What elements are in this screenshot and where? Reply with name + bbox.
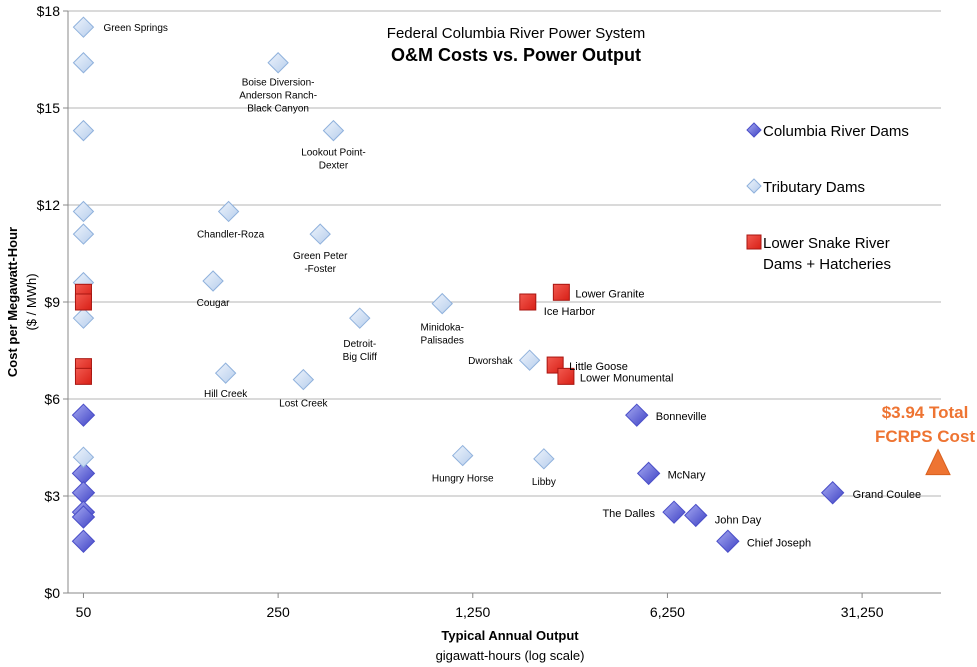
y-axis-sublabel: ($ / MWh) — [24, 273, 39, 330]
data-point — [309, 223, 331, 245]
point-label: Chief Joseph — [747, 537, 811, 549]
data-point — [292, 368, 315, 391]
legend-marker — [746, 234, 762, 250]
y-axis-label: Cost per Megawatt-Hour — [5, 227, 20, 377]
point-label: Detroit-Big Cliff — [343, 339, 377, 363]
y-tick-label: $0 — [44, 585, 60, 601]
data-point — [217, 200, 240, 223]
data-point — [74, 293, 92, 311]
total-cost-annotation: $3.94 Total FCRPS Cost — [875, 403, 975, 476]
data-point — [71, 529, 96, 553]
y-tick-label: $12 — [37, 197, 61, 213]
total-cost-marker — [925, 448, 951, 476]
point-label: The Dalles — [602, 508, 655, 520]
point-label: Cougar — [197, 298, 230, 309]
point-label: Little Goose — [569, 361, 628, 373]
point-label: Green Peter -Foster — [293, 251, 348, 275]
x-tick-label: 1,250 — [455, 604, 490, 620]
point-label: Hungry Horse — [432, 474, 494, 485]
data-point — [202, 270, 224, 292]
series-1 — [72, 16, 555, 470]
data-point — [451, 444, 474, 467]
x-axis-label: Typical Annual Output — [441, 628, 579, 643]
x-tick-label: 31,250 — [841, 604, 884, 620]
y-tick-label: $15 — [37, 100, 61, 116]
x-tick-label: 50 — [76, 604, 92, 620]
data-point — [322, 119, 345, 142]
legend-label: Columbia River Dams — [763, 123, 909, 140]
data-point — [72, 119, 95, 142]
y-tick-labels: $0 $3 $6 $9 $12 $15 $18 — [37, 3, 61, 601]
data-points — [71, 16, 845, 553]
data-point — [518, 349, 541, 371]
point-label: Minidoka-Palisades — [421, 323, 464, 347]
legend-label: Lower Snake River Dams + Hatcheries — [763, 235, 891, 273]
y-tick-label: $3 — [44, 488, 60, 504]
point-label: Ice Harbor — [544, 306, 596, 318]
point-label: Grand Coulee — [853, 489, 922, 501]
point-labels: Bonneville McNary The Dalles John Day Chief … — [103, 23, 921, 549]
point-label: Lower Granite — [575, 288, 644, 300]
data-point — [71, 403, 96, 427]
y-tick-label: $18 — [37, 3, 61, 19]
legend: Columbia River Dams Tributary Dams Lower S… — [746, 122, 909, 273]
data-point — [72, 223, 95, 245]
point-label: Boise Diversion-Anderson Ranch-Black Can… — [239, 78, 317, 115]
data-point — [662, 500, 686, 524]
data-point — [625, 403, 649, 427]
point-label: Lower Monumental — [580, 372, 674, 384]
data-point — [72, 307, 95, 329]
data-point — [214, 362, 237, 384]
y-tick-label: $9 — [44, 294, 60, 310]
point-label: McNary — [668, 469, 706, 481]
data-point — [349, 307, 371, 329]
data-point — [72, 52, 95, 74]
series-2 — [74, 283, 575, 385]
grid-lines — [68, 10, 941, 497]
chart-subtitle: O&M Costs vs. Power Output — [391, 45, 641, 65]
annotation-line1: $3.94 Total — [882, 403, 969, 422]
data-point — [71, 505, 96, 529]
point-label: Chandler-Roza — [197, 229, 265, 240]
x-tick-labels: 50 250 1,250 6,250 31,250 — [76, 604, 884, 620]
axes — [63, 10, 941, 598]
point-label: Libby — [532, 477, 556, 488]
point-label: Lookout Point-Dexter — [301, 148, 366, 172]
data-point — [519, 293, 537, 311]
x-axis-sublabel: gigawatt-hours (log scale) — [436, 648, 585, 663]
point-label: Dworshak — [468, 356, 513, 367]
data-point — [74, 367, 92, 385]
data-point — [684, 503, 708, 528]
legend-marker — [746, 178, 762, 194]
data-point — [820, 481, 845, 505]
data-point — [533, 448, 555, 470]
chart-title: Federal Columbia River Power System — [387, 25, 645, 42]
data-point — [72, 446, 95, 468]
legend-marker — [746, 122, 762, 138]
data-point — [72, 200, 95, 223]
data-point — [267, 52, 289, 74]
data-point — [636, 461, 661, 486]
point-label: John Day — [715, 514, 762, 526]
point-label: Bonneville — [656, 411, 707, 423]
data-point — [716, 529, 740, 553]
series-0 — [71, 403, 845, 553]
y-tick-label: $6 — [44, 391, 60, 407]
point-label: Green Springs — [103, 23, 167, 34]
data-point — [557, 367, 575, 385]
x-tick-label: 250 — [266, 604, 290, 620]
point-label: Hill Creek — [204, 389, 248, 400]
data-point — [552, 283, 570, 301]
x-tick-label: 6,250 — [650, 604, 685, 620]
data-point — [72, 16, 95, 38]
data-point — [431, 292, 453, 315]
point-label: Lost Creek — [279, 399, 328, 410]
annotation-line2: FCRPS Cost — [875, 427, 975, 446]
legend-label: Tributary Dams — [763, 179, 865, 196]
